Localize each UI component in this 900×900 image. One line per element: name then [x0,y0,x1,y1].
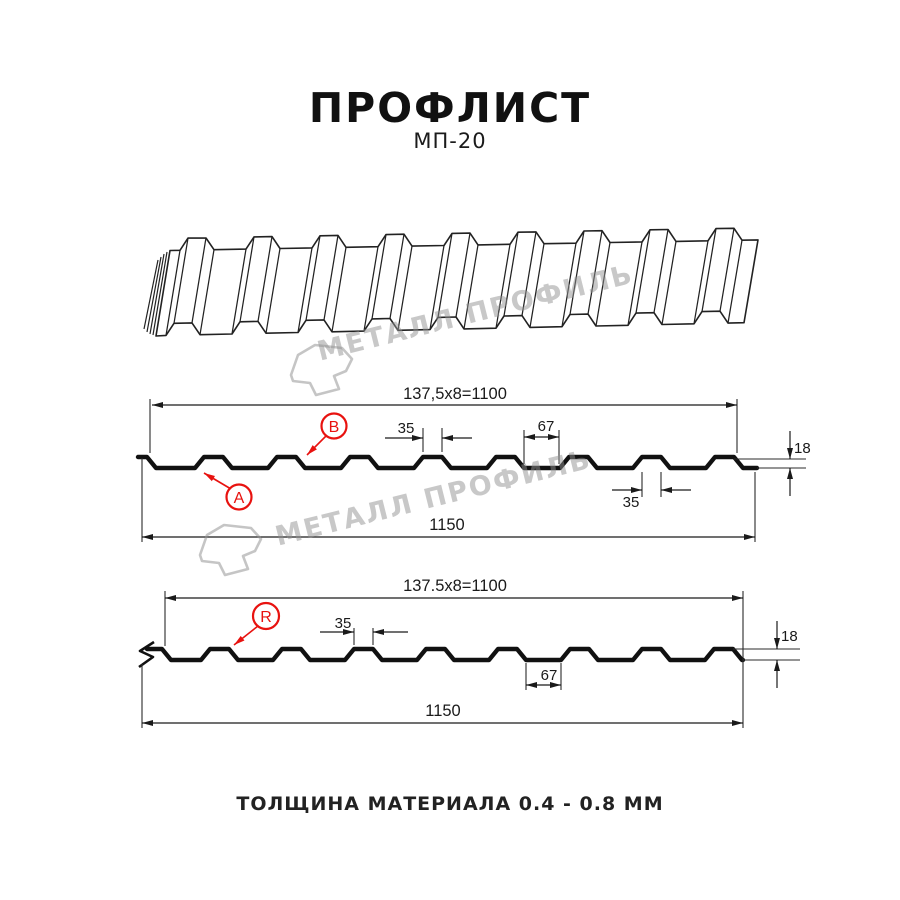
section-diagram-top: 137,5x8=1100 35 67 18 35 1150 A B [135,385,811,542]
page-subtitle: МП-20 [413,129,487,153]
dim-crest-width-bottom: 35 [623,494,640,511]
label-b: B [329,419,340,436]
label-r: R [260,609,272,626]
dim-profile-height: 18 [794,440,811,457]
sheet-edge-hatch-icon [143,251,168,336]
dim-valley-width: 67 [538,418,555,435]
label-a: A [234,490,245,507]
dim-profile-height: 18 [781,628,798,645]
dim-crest-width: 35 [335,615,352,632]
dim-valley-width: 67 [541,667,558,684]
dim-overall-width: 1150 [429,516,464,534]
dim-module-top: 137.5x8=1100 [403,577,507,595]
callout-b: B [306,412,348,456]
profile-outline [135,454,760,471]
callout-a: A [203,472,253,511]
material-thickness-note: ТОЛЩИНА МАТЕРИАЛА 0.4 - 0.8 ММ [236,793,664,815]
page-title: ПРОФЛИСТ [308,84,592,132]
profile-outline [144,646,746,663]
section-diagram-bottom: 137.5x8=1100 35 67 18 1150 R [138,577,800,728]
dim-module-top: 137,5x8=1100 [403,385,507,403]
dim-crest-width-top: 35 [398,420,415,437]
break-mark-icon [138,640,155,669]
dim-overall-width: 1150 [425,702,460,720]
callout-r: R [233,601,281,646]
profile-3d-drawing [143,227,759,337]
